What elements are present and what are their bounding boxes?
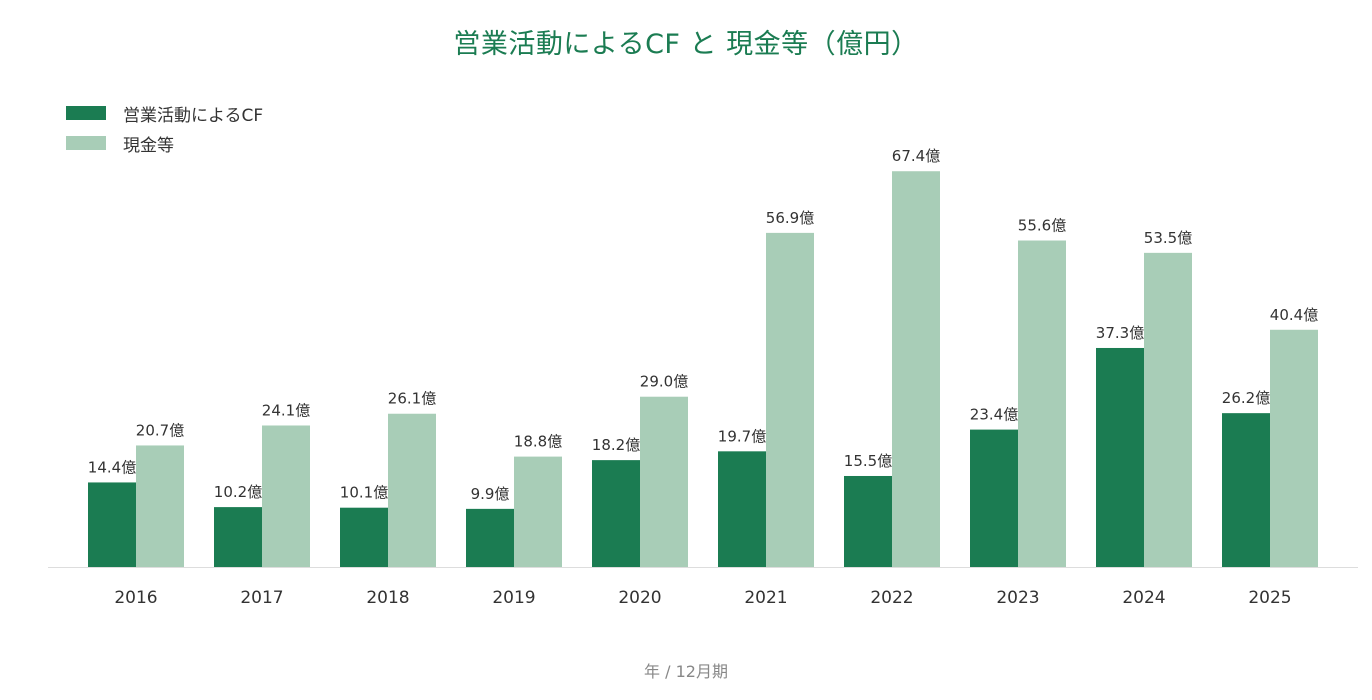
legend-item-operating-cf: 営業活動によるCF	[66, 98, 263, 128]
x-tick-label-2016: 2016	[114, 588, 157, 608]
bar-cash-2024	[1144, 252, 1192, 567]
data-label-cash-2023: 55.6億	[1018, 217, 1066, 235]
x-tick-label-2024: 2024	[1122, 588, 1165, 608]
x-tick-label-2025: 2025	[1248, 588, 1291, 608]
legend-label-operating-cf: 営業活動によるCF	[123, 105, 264, 126]
x-tick-label-2020: 2020	[618, 588, 661, 608]
chart-title: 営業活動によるCF と 現金等（億円）	[453, 29, 919, 60]
bar-operating-cf-2024	[1096, 347, 1144, 567]
bar-operating-cf-2016	[88, 482, 136, 567]
bar-operating-cf-2018	[340, 507, 388, 567]
data-label-operating-cf-2016: 14.4億	[88, 458, 136, 476]
bar-cash-2022	[892, 171, 940, 567]
bar-operating-cf-2021	[718, 451, 766, 567]
data-label-operating-cf-2020: 18.2億	[592, 436, 640, 454]
data-label-cash-2024: 53.5億	[1144, 229, 1192, 247]
legend-swatch-cash	[66, 136, 106, 150]
legend: 営業活動によるCF 現金等	[66, 98, 263, 158]
bar-operating-cf-2025	[1222, 413, 1270, 567]
data-label-cash-2022: 67.4億	[892, 147, 940, 165]
data-label-cash-2025: 40.4億	[1270, 306, 1318, 324]
data-label-cash-2018: 26.1億	[388, 390, 436, 408]
bar-cash-2018	[388, 413, 436, 567]
data-label-operating-cf-2021: 19.7億	[718, 427, 766, 445]
data-label-cash-2021: 56.9億	[766, 209, 814, 227]
data-label-cash-2020: 29.0億	[640, 373, 688, 391]
legend-swatch-operating-cf	[66, 106, 106, 120]
data-label-operating-cf-2018: 10.1億	[340, 484, 388, 502]
bar-cash-2023	[1018, 240, 1066, 568]
bar-cash-2019	[514, 456, 562, 567]
legend-item-cash: 現金等	[66, 128, 263, 158]
data-label-operating-cf-2017: 10.2億	[214, 483, 262, 501]
data-label-cash-2017: 24.1億	[262, 401, 310, 419]
data-label-operating-cf-2024: 37.3億	[1096, 324, 1144, 342]
bar-operating-cf-2023	[970, 429, 1018, 567]
data-label-operating-cf-2025: 26.2億	[1222, 389, 1270, 407]
bar-operating-cf-2020	[592, 460, 640, 567]
bar-cash-2020	[640, 396, 688, 567]
bar-operating-cf-2022	[844, 475, 892, 567]
bar-operating-cf-2017	[214, 507, 262, 567]
x-tick-label-2021: 2021	[744, 588, 787, 608]
bar-cash-2016	[136, 445, 184, 567]
bar-operating-cf-2019	[466, 508, 514, 567]
x-tick-label-2017: 2017	[240, 588, 283, 608]
bar-cash-2017	[262, 425, 310, 567]
data-label-operating-cf-2023: 23.4億	[970, 406, 1018, 424]
x-tick-label-2019: 2019	[492, 588, 535, 608]
x-tick-label-2018: 2018	[366, 588, 409, 608]
x-tick-label-2023: 2023	[996, 588, 1039, 608]
legend-label-cash: 現金等	[123, 135, 174, 156]
data-label-cash-2019: 18.8億	[514, 433, 562, 451]
data-label-cash-2016: 20.7億	[136, 421, 184, 439]
data-label-operating-cf-2022: 15.5億	[844, 452, 892, 470]
x-tick-label-2022: 2022	[870, 588, 913, 608]
x-axis-title: 年 / 12月期	[644, 662, 728, 681]
bar-cash-2021	[766, 232, 814, 568]
bar-cash-2025	[1270, 329, 1318, 567]
data-label-operating-cf-2019: 9.9億	[471, 485, 510, 503]
